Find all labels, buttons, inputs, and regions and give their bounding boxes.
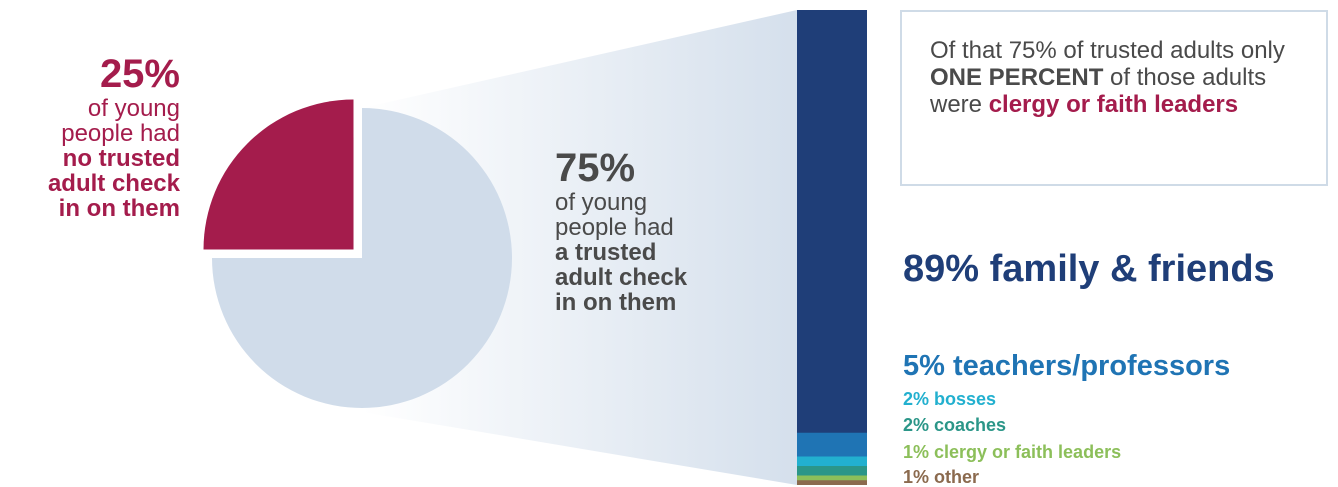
left-bold3: in on them: [58, 195, 180, 222]
note-text: Of that 75% of trusted adults only ONE P…: [930, 37, 1320, 118]
projection-fan: [362, 10, 797, 485]
pie-chart: [203, 99, 512, 408]
pie-slice-no-trusted-adult: [203, 99, 354, 250]
pie-slice-trusted-adult: [212, 108, 512, 408]
stack-segment-coaches: [797, 466, 867, 476]
note-box: [900, 10, 1328, 186]
note-part1: Of that 75% of trusted adults only: [930, 37, 1285, 64]
middle-bold3: in on them: [555, 289, 677, 316]
stack-segment-other: [797, 480, 867, 485]
note-part2: of those adults were: [930, 64, 1267, 118]
left-line1: of young: [87, 95, 180, 122]
stack-segment-clergy-or-faith-leaders: [797, 475, 867, 481]
stack-segment-bosses: [797, 456, 867, 467]
label-coaches: 2% coaches: [903, 415, 1007, 435]
middle-pct: 75%: [555, 146, 636, 190]
middle-bold1: a trusted: [555, 239, 657, 266]
label-clergy: 1% clergy or faith leaders: [903, 442, 1122, 462]
stack-segment-teachers-professors: [797, 432, 867, 457]
label-teachers: 5% teachers/professors: [903, 350, 1231, 382]
note-emph2: clergy or faith leaders: [988, 91, 1239, 118]
label-bosses: 2% bosses: [903, 389, 997, 409]
note-emph: ONE PERCENT: [930, 64, 1104, 91]
left-pct: 25%: [99, 52, 180, 96]
label-other: 1% other: [903, 467, 980, 487]
middle-callout: 75% of young people had a trusted adult …: [555, 146, 785, 315]
left-callout: 25% of young people had no trusted adult…: [0, 52, 180, 221]
left-bold1: no trusted: [62, 145, 180, 172]
stacked-bar: [797, 10, 867, 485]
left-line2: people had: [61, 120, 180, 147]
middle-line2: people had: [555, 214, 674, 241]
middle-bold2: adult check: [555, 264, 688, 291]
middle-line1: of young: [555, 189, 648, 216]
stack-segment-family-friends: [797, 10, 867, 434]
label-family-friends: 89% family & friends: [903, 248, 1275, 290]
left-bold2: adult check: [47, 170, 180, 197]
